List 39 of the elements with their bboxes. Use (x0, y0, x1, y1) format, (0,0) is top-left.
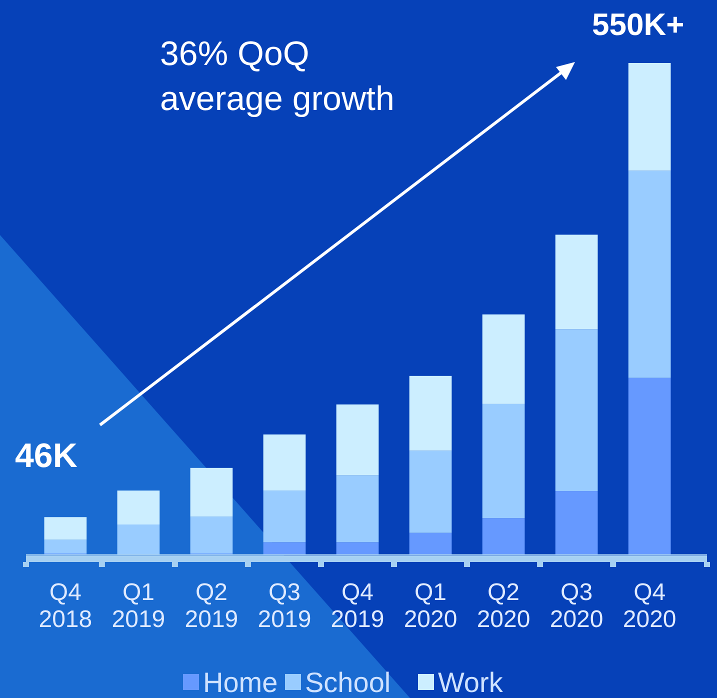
bar (263, 490, 306, 542)
bar (482, 404, 525, 518)
x-tick-label: Q2 2019 (184, 579, 238, 633)
bar (409, 376, 452, 451)
bar (263, 434, 306, 491)
bar (117, 524, 160, 555)
bar (482, 314, 525, 404)
bar (555, 329, 598, 492)
bar (628, 170, 671, 378)
text: 550K+ (592, 7, 684, 42)
bar (336, 542, 379, 555)
x-tick-label: Q4 2018 (38, 579, 92, 633)
bar (336, 475, 379, 542)
bar (482, 518, 525, 555)
bar (190, 516, 233, 554)
x-tick-label: Q4 2020 (622, 579, 676, 633)
x-tick-label: Q3 2020 (550, 579, 604, 633)
bar (628, 63, 671, 171)
x-tick-label: Q1 2019 (112, 579, 166, 633)
x-tick-label: Q4 2019 (330, 579, 384, 633)
x-tick-label: Q2 2020 (476, 579, 530, 633)
annotation: 36% QoQ average growth (160, 35, 394, 118)
bar (190, 468, 233, 517)
bar (555, 234, 598, 330)
x-tick-label: Q3 2019 (258, 579, 312, 633)
legend-label: Work (438, 667, 504, 698)
bar (409, 532, 452, 555)
bar (117, 490, 160, 524)
bar (336, 404, 379, 476)
bar (628, 378, 671, 555)
bar (44, 517, 87, 540)
legend-label: School (305, 667, 391, 698)
bar (263, 542, 306, 555)
bar (44, 540, 87, 554)
legend-label: Home (203, 667, 278, 698)
bar (555, 491, 598, 555)
annotation: 46K (15, 437, 78, 475)
bar (409, 450, 452, 533)
x-tick-label: Q1 2020 (404, 579, 458, 633)
